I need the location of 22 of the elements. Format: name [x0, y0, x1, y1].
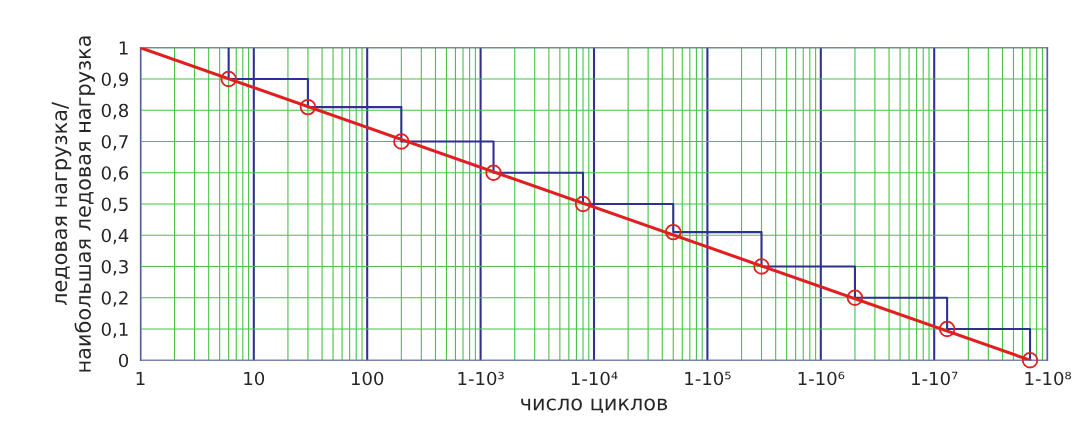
y-tick-label: 0,2	[101, 291, 128, 307]
x-tick-label: 10	[244, 371, 265, 386]
y-tick-label: 0,1	[101, 322, 128, 338]
y-tick-label: 0,8	[101, 103, 129, 120]
y-tick-label: 0,9	[101, 72, 129, 88]
y-tick-label: 0,7	[101, 134, 128, 151]
y-axis-title: ледовая нагрузка/ наибольшая ледовая нагрузка	[51, 36, 96, 372]
x-tick-label: 1-10⁴	[571, 371, 618, 386]
y-tick-label: 0,4	[101, 228, 129, 245]
x-tick-label: 1-10⁵	[685, 371, 731, 386]
x-tick-label: 100	[351, 371, 384, 386]
y-tick-label: 0,6	[101, 166, 129, 182]
x-axis-title: число циклов	[521, 398, 668, 414]
x-tick-label: 1-10⁸	[1025, 371, 1072, 386]
x-tick-label: 1-10³	[458, 371, 504, 386]
x-tick-label: 1-10⁶	[798, 371, 845, 386]
x-tick-label: 1-10⁷	[912, 371, 958, 386]
y-tick-label: 0	[118, 353, 129, 368]
x-tick-label: 1	[136, 371, 145, 386]
y-tick-label: 0,5	[101, 197, 128, 213]
y-tick-label: 0,3	[101, 259, 128, 276]
y-tick-label: 1	[119, 41, 128, 55]
